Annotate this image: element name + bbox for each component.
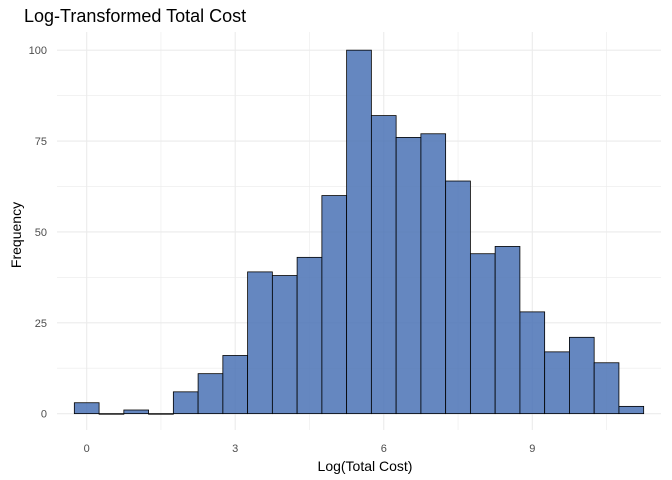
x-tick-label: 3 xyxy=(232,443,238,455)
chart-title: Log-Transformed Total Cost xyxy=(24,6,247,26)
histogram-bar xyxy=(321,195,348,415)
histogram-bar xyxy=(370,115,397,415)
x-tick-label: 0 xyxy=(84,443,90,455)
histogram-bar xyxy=(98,413,125,415)
histogram-bar xyxy=(469,253,496,415)
histogram-bar xyxy=(296,256,323,415)
histogram-bar xyxy=(123,409,149,415)
y-tick-label: 100 xyxy=(29,45,47,57)
y-tick-label: 0 xyxy=(41,409,47,421)
histogram-bar xyxy=(593,362,620,415)
histogram-bar xyxy=(197,373,224,415)
y-tick-label: 25 xyxy=(35,318,47,330)
y-tick-label: 75 xyxy=(35,136,47,148)
histogram-bars xyxy=(73,49,645,415)
x-tick-label: 9 xyxy=(529,443,535,455)
y-axis-tick-labels: 0 25 50 75 100 xyxy=(29,45,47,420)
histogram-bar xyxy=(395,137,422,415)
histogram-bar xyxy=(222,355,249,415)
x-axis-tick-labels: 0 3 6 9 xyxy=(84,443,536,455)
y-tick-label: 50 xyxy=(35,227,47,239)
histogram-bar xyxy=(247,271,273,415)
y-axis-label: Frequency xyxy=(8,202,24,268)
x-axis-label: Log(Total Cost) xyxy=(318,458,413,474)
x-tick-label: 6 xyxy=(381,443,387,455)
histogram-bar xyxy=(519,311,546,415)
histogram-bar xyxy=(148,413,174,415)
histogram-bar xyxy=(494,246,521,415)
histogram-bar xyxy=(445,180,471,415)
histogram-bar xyxy=(569,336,595,415)
histogram-bar xyxy=(544,351,570,415)
histogram-bar xyxy=(73,402,100,415)
histogram-bar xyxy=(172,391,199,415)
histogram-bar xyxy=(271,275,298,415)
histogram-bar xyxy=(420,133,447,415)
histogram-bar xyxy=(618,405,645,415)
histogram-bar xyxy=(346,49,372,415)
